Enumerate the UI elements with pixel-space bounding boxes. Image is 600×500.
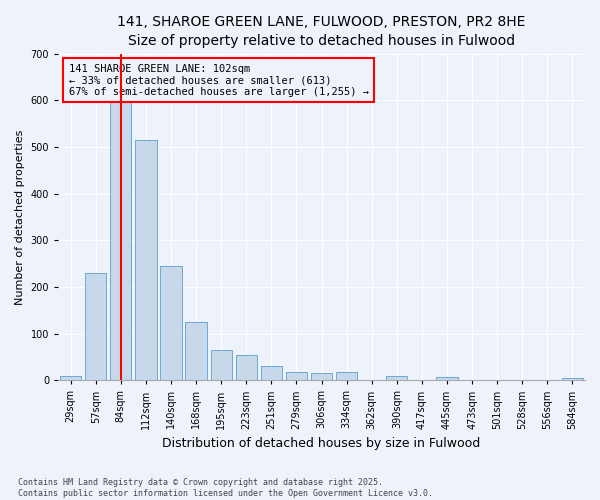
Bar [110, 91, 131, 380]
Bar [85, 273, 106, 380]
Bar [211, 350, 232, 380]
Y-axis label: Number of detached properties: Number of detached properties [15, 130, 25, 304]
Bar [386, 376, 407, 380]
Bar [311, 374, 332, 380]
Bar [185, 322, 207, 380]
Text: 141 SHAROE GREEN LANE: 102sqm
← 33% of detached houses are smaller (613)
67% of : 141 SHAROE GREEN LANE: 102sqm ← 33% of d… [68, 64, 368, 97]
Bar [135, 140, 157, 380]
X-axis label: Distribution of detached houses by size in Fulwood: Distribution of detached houses by size … [163, 437, 481, 450]
Bar [286, 372, 307, 380]
Text: Contains HM Land Registry data © Crown copyright and database right 2025.
Contai: Contains HM Land Registry data © Crown c… [18, 478, 433, 498]
Bar [160, 266, 182, 380]
Bar [336, 372, 357, 380]
Bar [436, 376, 458, 380]
Bar [236, 354, 257, 380]
Bar [60, 376, 81, 380]
Bar [260, 366, 282, 380]
Bar [562, 378, 583, 380]
Title: 141, SHAROE GREEN LANE, FULWOOD, PRESTON, PR2 8HE
Size of property relative to d: 141, SHAROE GREEN LANE, FULWOOD, PRESTON… [118, 15, 526, 48]
